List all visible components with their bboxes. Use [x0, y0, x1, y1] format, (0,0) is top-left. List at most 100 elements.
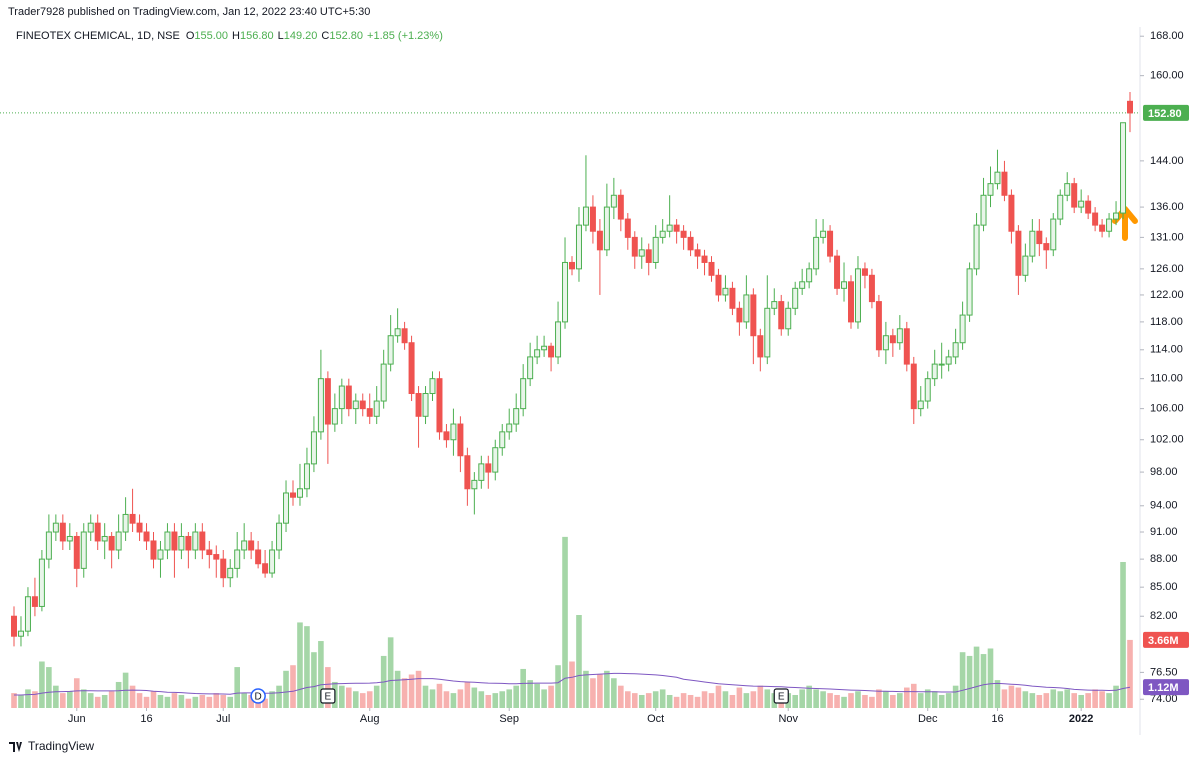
volume-bar: [604, 670, 610, 708]
candle-body: [1064, 183, 1071, 196]
volume-bar: [687, 694, 694, 708]
candle-body: [966, 268, 973, 316]
volume-bar: [1078, 694, 1084, 708]
candle-body: [290, 492, 296, 498]
candle-body: [652, 236, 659, 263]
x-tick-label: 16: [140, 713, 152, 725]
y-tick-label: 82.00: [1150, 610, 1178, 622]
candle-body: [1085, 200, 1092, 214]
candle-body: [192, 531, 199, 551]
candle-body: [443, 431, 450, 441]
candle-body: [750, 294, 757, 337]
candle-body: [931, 363, 938, 380]
volume-bar: [548, 685, 554, 708]
volume-bar: [1085, 693, 1091, 708]
volume-bar: [792, 694, 798, 708]
volume-bar: [1008, 685, 1015, 708]
volume-bar: [750, 691, 757, 708]
volume-bar: [1029, 693, 1036, 708]
volume-bar: [534, 683, 540, 708]
candle-body: [882, 335, 889, 351]
candle-body: [457, 423, 464, 457]
volume-bar: [611, 678, 617, 708]
legend-value: 156.80: [240, 30, 274, 42]
candle-body: [534, 349, 541, 358]
volume-bar: [910, 683, 917, 708]
candle-body: [31, 596, 38, 607]
legend-change: +1.85 (+1.23%): [367, 30, 443, 42]
candle-body: [541, 345, 548, 351]
volume-bar: [520, 668, 526, 708]
volume-bar: [436, 683, 443, 708]
volume-bar: [136, 693, 143, 708]
volume-bar: [673, 696, 680, 708]
event-earnings: [320, 688, 336, 704]
volume-bar: [527, 680, 533, 708]
volume-bar: [917, 693, 924, 708]
y-tick-label: 168.00: [1150, 30, 1184, 42]
candle-body: [478, 463, 485, 481]
volume-bar: [1022, 691, 1029, 708]
x-tick-label: Oct: [647, 713, 664, 725]
volume-bar: [290, 665, 296, 708]
volume-bar: [597, 674, 603, 708]
volume-bar: [708, 693, 715, 708]
volume-bar: [32, 691, 38, 708]
volume-bar: [590, 678, 596, 708]
volume-bar: [269, 691, 275, 708]
volume-bar: [429, 689, 436, 708]
candle-body: [276, 522, 283, 551]
y-tick-label: 114.00: [1150, 344, 1183, 356]
candle-body: [771, 301, 778, 309]
y-tick-label: 91.00: [1150, 526, 1178, 538]
candle-body: [317, 378, 324, 433]
candle-body: [248, 540, 255, 551]
candle-body: [854, 268, 861, 323]
volume-bar: [304, 626, 310, 708]
volume-bar: [1015, 687, 1022, 708]
volume-bar: [283, 670, 289, 708]
volume-bar: [952, 685, 959, 708]
candle-body: [875, 301, 882, 351]
volume-bar: [897, 693, 903, 708]
candle-body: [143, 531, 150, 542]
candle-body: [952, 342, 959, 358]
volume-bar: [346, 687, 352, 708]
y-tick-label: 144.00: [1150, 155, 1184, 167]
x-tick-label: Aug: [360, 713, 380, 725]
candle-body: [499, 431, 506, 449]
price-badge-label: 3.66M: [1148, 635, 1179, 647]
volume-bar: [46, 667, 52, 708]
volume-bar: [848, 693, 854, 708]
volume-bar: [199, 694, 206, 708]
volume-bar: [485, 694, 492, 708]
volume-bar: [499, 691, 506, 708]
candle-body: [1043, 243, 1050, 251]
volume-bar: [764, 689, 771, 708]
candle-body: [785, 307, 792, 330]
candle-body: [673, 224, 680, 232]
volume-bar: [924, 689, 931, 708]
candle-body: [562, 261, 569, 323]
volume-bar: [618, 685, 624, 708]
volume-bar: [53, 685, 59, 708]
volume-bar: [736, 687, 743, 708]
volume-bar: [408, 674, 415, 708]
volume-bar: [652, 691, 659, 708]
candle-body: [1120, 122, 1127, 214]
candle-body: [345, 385, 352, 410]
volume-bar: [813, 689, 819, 708]
candle-body: [987, 183, 994, 196]
volume-bar: [757, 685, 764, 708]
candle-body: [380, 363, 387, 402]
volume-bar: [631, 693, 638, 708]
volume-bar: [101, 694, 108, 708]
price-badge-label: 152.80: [1148, 108, 1182, 120]
candle-body: [861, 268, 868, 276]
candle-body: [806, 268, 813, 283]
candle-body: [715, 274, 722, 296]
candle-body: [178, 535, 185, 551]
price-badge-label: 1.12M: [1148, 682, 1179, 694]
candle-body: [638, 249, 645, 257]
